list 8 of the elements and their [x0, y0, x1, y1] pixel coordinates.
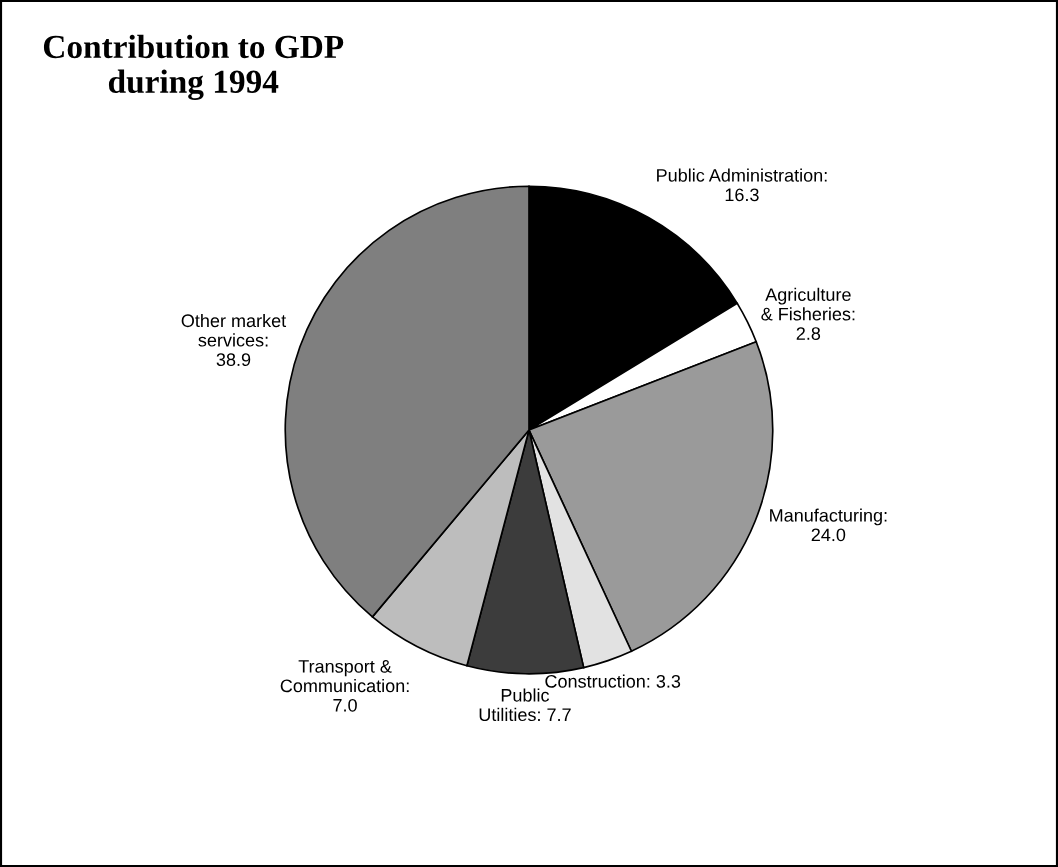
- slice-label: Agriculture & Fisheries: 2.8: [761, 287, 855, 340]
- slice-label: Public Administration: 16.3: [657, 168, 827, 202]
- slice-label: Manufacturing: 24.0: [770, 508, 887, 542]
- slice-label: Construction: 3.3: [545, 674, 681, 688]
- slice-label: Other market services: 38.9: [181, 313, 287, 367]
- slice-label: Public Utilities: 7.7: [479, 688, 571, 722]
- slice-label: Transport & Communication: 7.0: [280, 660, 409, 712]
- chart-title: Contribution to GDP during 1994: [43, 34, 344, 101]
